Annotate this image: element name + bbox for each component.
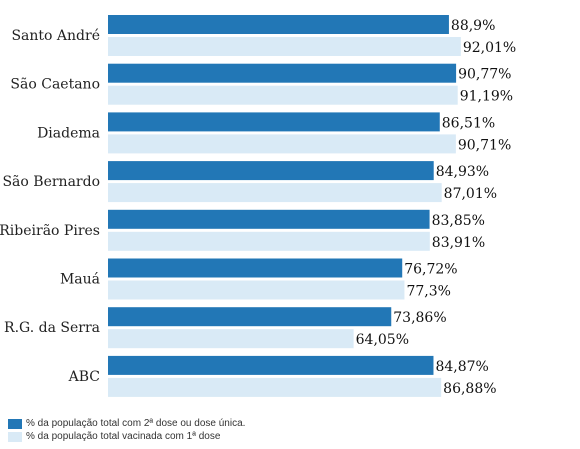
value-label-dose1: 83,91% bbox=[432, 235, 485, 251]
bar-dose2 bbox=[108, 209, 430, 229]
legend-label-dose2: % da população total com 2ª dose ou dose… bbox=[26, 418, 246, 429]
value-label-dose1: 92,01% bbox=[463, 40, 516, 56]
category-label: Mauá bbox=[60, 272, 100, 288]
value-label-dose2: 84,87% bbox=[435, 359, 488, 375]
bar-dose2 bbox=[108, 112, 440, 132]
bar-dose2 bbox=[108, 63, 457, 83]
legend-item-dose1: % da população total vacinada com 1ª dos… bbox=[8, 430, 245, 443]
bar-dose1 bbox=[108, 183, 442, 203]
category-label: Santo André bbox=[11, 28, 100, 44]
bar-dose1 bbox=[108, 280, 405, 300]
value-label-dose2: 76,72% bbox=[404, 262, 457, 278]
bar-dose1 bbox=[108, 85, 458, 105]
legend-item-dose2: % da população total com 2ª dose ou dose… bbox=[8, 417, 245, 430]
bar-dose2 bbox=[108, 161, 434, 181]
bar-dose2 bbox=[108, 258, 403, 278]
value-label-dose1: 64,05% bbox=[356, 332, 409, 348]
value-label-dose1: 90,71% bbox=[458, 137, 511, 153]
category-label: Ribeirão Pires bbox=[0, 223, 100, 239]
bar-dose1 bbox=[108, 37, 461, 56]
bar-dose1 bbox=[108, 329, 354, 349]
bar-dose1 bbox=[108, 231, 430, 251]
bar-dose1 bbox=[108, 134, 456, 154]
bar-dose2 bbox=[108, 15, 449, 34]
value-label-dose1: 77,3% bbox=[406, 284, 450, 300]
bar-dose2 bbox=[108, 307, 392, 327]
value-label-dose2: 84,93% bbox=[436, 164, 489, 180]
value-label-dose1: 91,19% bbox=[460, 89, 513, 105]
category-label: São Caetano bbox=[10, 77, 100, 93]
value-label-dose2: 90,77% bbox=[458, 67, 511, 83]
legend-swatch-dose1 bbox=[8, 431, 22, 442]
bar-dose2 bbox=[108, 355, 434, 375]
category-label: ABC bbox=[68, 369, 100, 385]
legend-swatch-dose2 bbox=[8, 418, 22, 429]
category-label: Diadema bbox=[37, 125, 100, 141]
value-label-dose2: 86,51% bbox=[442, 115, 495, 131]
bar-chart: Santo André 88,9% 92,01% São Caetano 90,77% 9… bbox=[0, 15, 516, 397]
value-label-dose2: 83,85% bbox=[432, 213, 485, 229]
legend: % da população total com 2ª dose ou dose… bbox=[8, 417, 245, 443]
value-label-dose1: 87,01% bbox=[444, 186, 497, 202]
value-label-dose2: 73,86% bbox=[393, 310, 446, 326]
value-label-dose2: 88,9% bbox=[451, 18, 495, 34]
bar-dose1 bbox=[108, 377, 442, 397]
legend-label-dose1: % da população total vacinada com 1ª dos… bbox=[26, 431, 221, 442]
category-label: São Bernardo bbox=[2, 174, 100, 190]
category-label: R.G. da Serra bbox=[4, 320, 100, 336]
value-label-dose1: 86,88% bbox=[443, 381, 496, 397]
